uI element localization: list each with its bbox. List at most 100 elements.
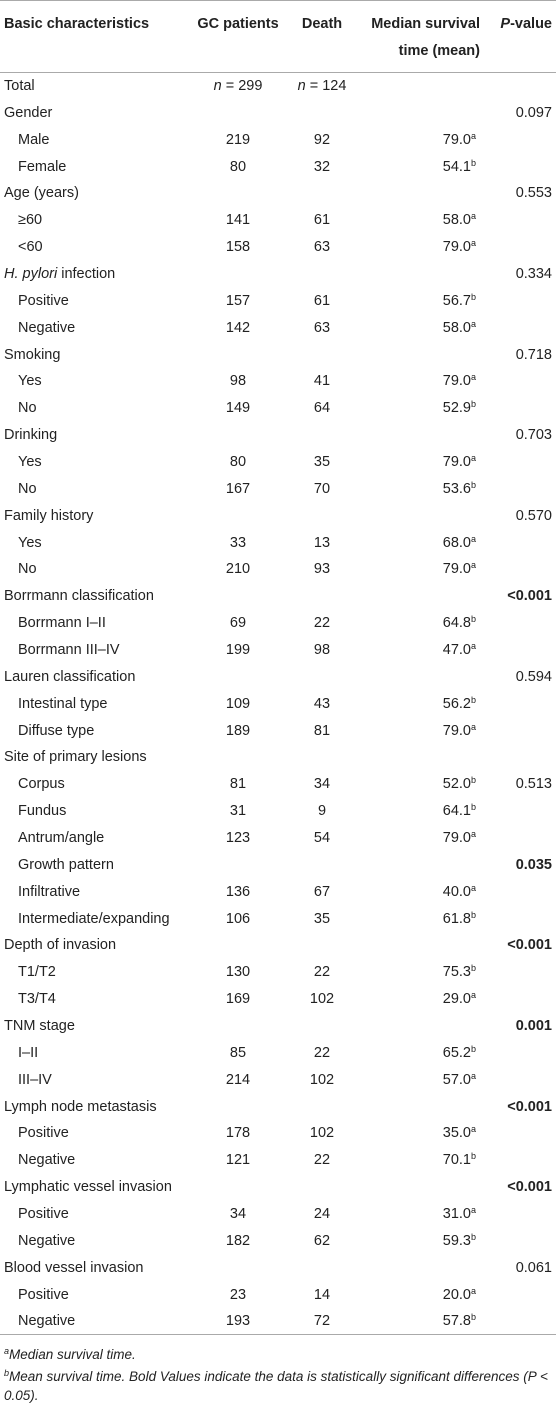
cell-text: 149 — [225, 400, 251, 417]
row-label: H. pylori infection — [0, 261, 186, 288]
death — [290, 932, 354, 959]
p-value — [486, 986, 556, 1013]
p-value — [486, 798, 556, 825]
gc-patients: 34 — [186, 1201, 290, 1228]
median-survival — [354, 663, 486, 690]
gc-patients: 214 — [186, 1066, 290, 1093]
cell-text: 81 — [229, 776, 247, 793]
p-value — [486, 395, 556, 422]
table-row: Positive 178 102 35.0a — [0, 1120, 556, 1147]
table-row: Corpus 81 34 52.0b 0.513 — [0, 771, 556, 798]
p-value — [486, 1281, 556, 1308]
death: 54 — [290, 825, 354, 852]
cell-text: 35 — [313, 910, 331, 927]
cell-text: 79.0 — [442, 829, 471, 846]
gc-patients: 167 — [186, 475, 290, 502]
cell-text: 61 — [313, 292, 331, 309]
cell-text: TNM stage — [4, 1018, 75, 1034]
median-survival: 35.0a — [354, 1120, 486, 1147]
cell-text: 0.513 — [515, 776, 552, 793]
row-label: Growth pattern — [0, 851, 186, 878]
gc-patients: 85 — [186, 1039, 290, 1066]
gc-patients: 106 — [186, 905, 290, 932]
gc-patients — [186, 744, 290, 771]
gc-patients: 81 — [186, 771, 290, 798]
header-cell: Basic characteristics — [0, 1, 186, 73]
row-label: Negative — [0, 1308, 186, 1335]
cell-text: 63 — [313, 239, 331, 256]
row-label: I–II — [0, 1039, 186, 1066]
row-label: No — [0, 475, 186, 502]
cell-text: 70 — [313, 480, 331, 497]
cell-text: = 124 — [305, 78, 347, 95]
cell-text: 130 — [225, 964, 251, 981]
cell-text: Intestinal type — [18, 695, 108, 712]
cell-text: 157 — [225, 292, 251, 309]
cell-text: Basic characteristics — [4, 16, 150, 32]
cell-text: Negative — [18, 319, 76, 336]
gc-patients — [186, 341, 290, 368]
italic-text: H. pylori — [4, 265, 58, 282]
gc-patients: 193 — [186, 1308, 290, 1335]
median-survival — [354, 73, 486, 100]
death — [290, 851, 354, 878]
cell-text: 41 — [313, 373, 331, 390]
table-row: Yes 80 35 79.0a — [0, 449, 556, 476]
death: 72 — [290, 1308, 354, 1335]
cell-text: Site of primary lesions — [4, 749, 147, 766]
death: 63 — [290, 234, 354, 261]
row-label: Total — [0, 73, 186, 100]
death — [290, 261, 354, 288]
p-value — [486, 153, 556, 180]
median-survival — [354, 583, 486, 610]
cell-text: 62 — [313, 1232, 331, 1249]
row-label: Positive — [0, 1120, 186, 1147]
footnote: bMean survival time. Bold Values indicat… — [4, 1367, 552, 1405]
death: 43 — [290, 690, 354, 717]
table-row: Growth pattern 0.035 — [0, 851, 556, 878]
cell-text: 0.334 — [515, 265, 552, 282]
table-row: Yes 33 13 68.0a — [0, 529, 556, 556]
cell-text: 72 — [313, 1313, 331, 1330]
p-value: 0.718 — [486, 341, 556, 368]
row-label: Intestinal type — [0, 690, 186, 717]
gc-patients — [186, 1254, 290, 1281]
cell-text: Growth pattern — [18, 856, 114, 873]
death: 22 — [290, 959, 354, 986]
p-value — [486, 368, 556, 395]
footnote-mark: b — [470, 399, 476, 410]
gc-patients: 178 — [186, 1120, 290, 1147]
table-row: Borrmann I–II 69 22 64.8b — [0, 610, 556, 637]
p-value: 0.553 — [486, 180, 556, 207]
cell-text: Blood vessel invasion — [4, 1259, 144, 1276]
cell-text: I–II — [18, 1044, 39, 1061]
italic-text: P — [500, 16, 511, 32]
row-label: Intermediate/expanding — [0, 905, 186, 932]
death: 22 — [290, 1147, 354, 1174]
cell-text: 98 — [229, 373, 247, 390]
death — [290, 1013, 354, 1040]
p-value: 0.594 — [486, 663, 556, 690]
cell-text: 0.570 — [515, 507, 552, 524]
death: 81 — [290, 717, 354, 744]
cell-text: 22 — [313, 1152, 331, 1169]
table-row: I–II 85 22 65.2b — [0, 1039, 556, 1066]
footnote-mark: b — [470, 1231, 476, 1242]
gc-patients — [186, 99, 290, 126]
median-survival: 79.0a — [354, 126, 486, 153]
cell-text: No — [18, 400, 37, 417]
cell-text: 0.703 — [515, 427, 552, 444]
table-row: Positive 34 24 31.0a — [0, 1201, 556, 1228]
cell-text: 58.0 — [442, 319, 471, 336]
footnote-mark: a — [470, 1070, 476, 1081]
footnote-mark: a — [470, 533, 476, 544]
gc-patients: 80 — [186, 153, 290, 180]
cell-text: = 299 — [221, 78, 263, 95]
gc-patients: 33 — [186, 529, 290, 556]
footnote-mark: b — [470, 1312, 476, 1323]
cell-text: Smoking — [4, 346, 61, 363]
table-row: Negative 142 63 58.0a — [0, 314, 556, 341]
cell-text: Lymph node metastasis — [4, 1098, 157, 1115]
footnotes: aMedian survival time. bMean survival tim… — [0, 1335, 556, 1405]
median-survival — [354, 1013, 486, 1040]
